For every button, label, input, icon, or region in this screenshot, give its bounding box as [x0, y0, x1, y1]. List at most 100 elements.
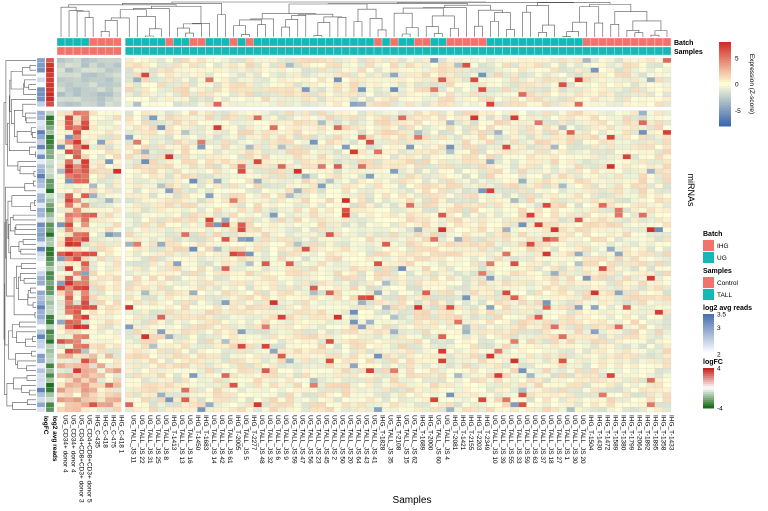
heatmap-cell	[253, 300, 262, 306]
heatmap-cell	[285, 77, 294, 83]
heatmap-cell	[406, 300, 415, 306]
heatmap-cell	[566, 134, 575, 140]
heatmap-cell	[478, 251, 487, 257]
heatmap-cell	[558, 212, 567, 218]
heatmap-cell	[56, 163, 66, 170]
heatmap-cell	[638, 232, 648, 238]
dendrogram-branch	[522, 11, 531, 37]
heatmap-cell	[518, 319, 527, 325]
heatmap-cell	[237, 212, 246, 218]
heatmap-cell	[534, 139, 543, 145]
heatmap-cell	[478, 348, 487, 354]
heatmap-cell	[606, 139, 615, 145]
batch-annotation-cell	[269, 37, 278, 47]
heatmap-cell	[654, 96, 664, 102]
heatmap-cell	[325, 314, 334, 320]
sample-annotation-cell	[269, 46, 278, 56]
heatmap-cell	[662, 324, 672, 330]
heatmap-cell	[293, 222, 302, 228]
heatmap-cell	[56, 82, 66, 88]
heatmap-cell	[197, 232, 206, 238]
heatmap-cell	[582, 198, 591, 204]
dendrogram-branch	[369, 18, 383, 37]
heatmap-cell	[598, 290, 607, 296]
heatmap-cell	[357, 173, 367, 179]
heatmap-cell	[598, 198, 607, 204]
heatmap-cell	[165, 188, 174, 194]
heatmap-cell	[64, 188, 74, 194]
heatmap-cell	[414, 125, 423, 131]
heatmap-cell	[325, 285, 334, 291]
heatmap-cell	[325, 144, 334, 150]
heatmap-cell	[113, 129, 122, 136]
heatmap-cell	[590, 241, 599, 247]
heatmap-cell	[293, 246, 302, 252]
heatmap-cell	[646, 149, 656, 155]
heatmap-cell	[638, 77, 648, 83]
heatmap-cell	[72, 241, 82, 247]
heatmap-cell	[64, 72, 74, 78]
heatmap-cell	[173, 87, 182, 93]
heatmap-cell	[542, 319, 551, 325]
heatmap-cell	[502, 290, 511, 296]
heatmap-cell	[80, 129, 90, 136]
heatmap-cell	[213, 120, 222, 126]
heatmap-cell	[221, 295, 230, 301]
heatmap-cell	[229, 144, 238, 150]
heatmap-cell	[157, 343, 166, 349]
heatmap-cell	[526, 338, 535, 345]
heatmap-cell	[80, 149, 90, 155]
heatmap-cell	[365, 270, 375, 276]
heatmap-cell	[213, 304, 222, 311]
heatmap-cell	[221, 77, 230, 83]
heatmap-cell	[97, 334, 106, 340]
heatmap-cell	[277, 198, 286, 204]
heatmap-cell	[205, 178, 214, 184]
heatmap-cell	[638, 183, 648, 189]
heatmap-cell	[582, 207, 591, 213]
heatmap-cell	[414, 168, 423, 174]
heatmap-cell	[181, 96, 190, 102]
heatmap-cell	[349, 300, 359, 306]
heatmap-cell	[149, 173, 158, 179]
heatmap-cell	[245, 227, 254, 233]
heatmap-cell	[141, 261, 150, 267]
heatmap-cell	[357, 139, 367, 145]
heatmap-cell	[606, 91, 615, 97]
heatmap-cell	[105, 154, 114, 160]
heatmap-cell	[590, 144, 599, 150]
heatmap-cell	[542, 198, 551, 204]
heatmap-cell	[149, 329, 158, 335]
heatmap-cell	[105, 67, 114, 73]
heatmap-cell	[213, 314, 222, 320]
heatmap-cell	[72, 77, 82, 83]
heatmap-cell	[213, 227, 222, 233]
heatmap-cell	[64, 163, 74, 170]
heatmap-cell	[333, 212, 343, 218]
heatmap-cell	[341, 309, 351, 315]
heatmap-cell	[422, 202, 431, 208]
heatmap-cell	[325, 96, 334, 102]
heatmap-cell	[341, 256, 351, 262]
heatmap-cell	[494, 72, 503, 78]
heatmap-cell	[253, 168, 262, 174]
heatmap-cell	[141, 134, 150, 140]
heatmap-cell	[105, 217, 114, 223]
heatmap-cell	[141, 217, 150, 223]
heatmap-cell	[638, 285, 648, 291]
heatmap-cell	[614, 62, 623, 68]
heatmap-cell	[454, 295, 463, 301]
heatmap-cell	[165, 82, 174, 88]
heatmap-cell	[574, 329, 583, 335]
heatmap-cell	[229, 314, 238, 320]
heatmap-cell	[606, 207, 615, 213]
heatmap-cell	[654, 300, 664, 306]
heatmap-cell	[277, 183, 286, 189]
heatmap-cell	[590, 163, 599, 170]
heatmap-cell	[333, 241, 343, 247]
dendrogram-branch	[144, 35, 154, 37]
heatmap-cell	[398, 149, 407, 155]
heatmap-cell	[654, 236, 664, 242]
heatmap-cell	[606, 309, 615, 315]
dendrogram-branch	[217, 14, 226, 37]
